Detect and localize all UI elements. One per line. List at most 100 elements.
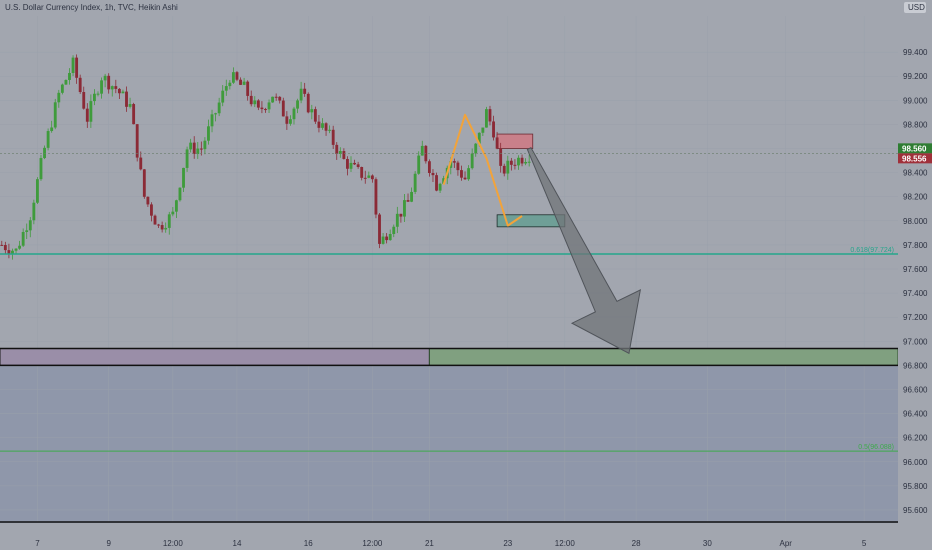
candle-body bbox=[342, 151, 346, 159]
candle-body bbox=[278, 96, 282, 101]
gridlines bbox=[0, 16, 898, 522]
candle-body bbox=[370, 175, 374, 180]
candle-body bbox=[410, 191, 414, 202]
time-tick-label: 28 bbox=[632, 539, 641, 548]
price-tick-label: 96.400 bbox=[903, 410, 928, 419]
price-tick-label: 97.600 bbox=[903, 265, 928, 274]
candle-body bbox=[502, 165, 506, 174]
candle-body bbox=[481, 127, 485, 133]
current-price-text: 98.560 bbox=[902, 144, 927, 153]
candle-body bbox=[395, 213, 399, 227]
candle-body bbox=[313, 109, 317, 122]
candle-body bbox=[224, 86, 228, 91]
candle-body bbox=[285, 116, 289, 124]
candle-body bbox=[64, 79, 68, 85]
candle-body bbox=[114, 86, 118, 89]
candle-body bbox=[164, 227, 168, 230]
candle-body bbox=[174, 200, 178, 212]
chart-title: U.S. Dollar Currency Index, 1h, TVC, Hei… bbox=[5, 3, 178, 12]
candle-body bbox=[506, 160, 510, 174]
candle-body bbox=[427, 161, 431, 174]
candle-body bbox=[470, 153, 474, 169]
candle-body bbox=[381, 236, 385, 244]
candle-body bbox=[93, 93, 96, 102]
candle-body bbox=[267, 102, 271, 110]
candle-body bbox=[452, 161, 456, 163]
price-tick-label: 97.400 bbox=[903, 289, 928, 298]
candle-body bbox=[403, 200, 406, 217]
candle-body bbox=[499, 148, 503, 166]
candle-body bbox=[139, 157, 143, 170]
candle-body bbox=[388, 234, 392, 241]
candle-body bbox=[260, 107, 264, 110]
candle-body bbox=[43, 147, 46, 159]
candle-body bbox=[228, 82, 232, 87]
candle-body bbox=[146, 196, 150, 205]
candle-body bbox=[363, 177, 367, 179]
candle-body bbox=[239, 79, 242, 85]
candle-body bbox=[288, 119, 292, 124]
candle-body bbox=[367, 175, 371, 178]
candle-body bbox=[321, 123, 324, 128]
price-tick-label: 97.200 bbox=[903, 313, 928, 322]
candle-body bbox=[527, 161, 531, 163]
candle-body bbox=[157, 224, 161, 226]
candle-body bbox=[0, 244, 4, 246]
price-tick-label: 99.200 bbox=[903, 72, 928, 81]
time-tick-label: 12:00 bbox=[555, 539, 576, 548]
candle-body bbox=[374, 179, 378, 215]
candle-body bbox=[160, 225, 164, 230]
time-tick-label: 23 bbox=[503, 539, 512, 548]
candle-body bbox=[356, 164, 360, 168]
time-tick-label: 9 bbox=[106, 539, 111, 548]
candle-body bbox=[82, 92, 86, 109]
candle-body bbox=[75, 57, 79, 78]
candle-body bbox=[71, 57, 75, 73]
candle-body bbox=[85, 108, 89, 122]
candle-body bbox=[456, 162, 460, 171]
candle-body bbox=[431, 173, 435, 176]
close-price-text: 98.556 bbox=[902, 154, 927, 163]
candle-body bbox=[246, 81, 250, 96]
candle-body bbox=[3, 245, 7, 251]
zones-layer bbox=[0, 133, 899, 523]
fib-layer: 0.618(97.724) 0.5(96.088) bbox=[0, 247, 898, 452]
candle-body bbox=[199, 148, 203, 150]
candle-body bbox=[125, 91, 128, 107]
candle-body bbox=[353, 162, 356, 165]
candle-body bbox=[57, 92, 61, 103]
candle-body bbox=[517, 157, 520, 166]
time-axis[interactable]: 7 9 12:00 14 16 12:00 21 23 12:00 28 30 Apr 5 bbox=[0, 523, 932, 550]
candle-body bbox=[303, 88, 307, 94]
price-tick-label: 96.600 bbox=[903, 385, 928, 394]
candle-body bbox=[196, 148, 200, 155]
currency-label: USD bbox=[908, 3, 925, 12]
current-price-tag bbox=[898, 143, 932, 154]
time-tick-label: 12:00 bbox=[163, 539, 184, 548]
candle-body bbox=[253, 100, 257, 105]
candle-body bbox=[100, 80, 103, 94]
candle-body bbox=[210, 114, 214, 127]
candle-body bbox=[7, 250, 11, 255]
candle-body bbox=[264, 109, 267, 111]
candle-body bbox=[296, 100, 299, 109]
price-tick-label: 95.600 bbox=[903, 506, 928, 515]
candle-body bbox=[171, 211, 175, 215]
drawings-layer bbox=[442, 113, 642, 355]
candle-body bbox=[331, 129, 335, 145]
price-tick-label: 99.000 bbox=[903, 96, 928, 105]
candle-body bbox=[103, 75, 107, 81]
price-tick-label: 97.800 bbox=[903, 241, 928, 250]
candle-body bbox=[189, 142, 193, 150]
candle-body bbox=[385, 236, 389, 241]
orange-projection-path bbox=[442, 113, 523, 227]
time-tick-label: 16 bbox=[304, 539, 313, 548]
price-axis-background bbox=[898, 0, 932, 550]
candle-body bbox=[110, 86, 114, 90]
candle-body bbox=[317, 121, 321, 128]
time-tick-label: 14 bbox=[233, 539, 242, 548]
candle-body bbox=[89, 101, 93, 122]
candle-body bbox=[231, 72, 235, 83]
